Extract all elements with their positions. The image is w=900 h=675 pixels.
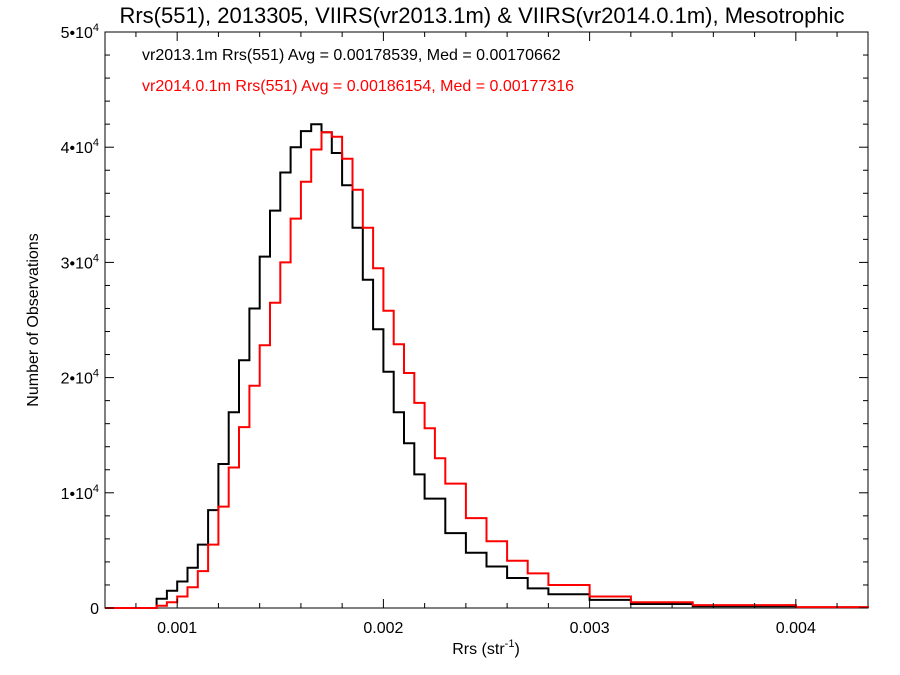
x-tick-label: 0.001 bbox=[157, 620, 197, 637]
x-axis-label-sup: -1 bbox=[505, 638, 515, 650]
x-tick-label: 0.004 bbox=[776, 620, 816, 637]
y-tick-label: 3•104 bbox=[61, 252, 99, 272]
axis-ticks: 0.001 0.002 0.003 0.004 0 1•104 2•104 3•104 4•10… bbox=[61, 22, 868, 637]
x-axis-label-text: Rrs (str bbox=[452, 641, 505, 658]
annotation-series-2: vr2014.0.1m Rrs(551) Avg = 0.00186154, M… bbox=[142, 78, 574, 95]
y-tick-label: 5•104 bbox=[61, 22, 99, 42]
series-line-1 bbox=[105, 123, 869, 609]
chart-title: Rrs(551), 2013305, VIIRS(vr2013.1m) & VI… bbox=[119, 3, 844, 28]
y-tick-label: 1•104 bbox=[61, 483, 99, 503]
annotation-series-1: vr2013.1m Rrs(551) Avg = 0.00178539, Med… bbox=[142, 47, 561, 64]
y-axis-label: Number of Observations bbox=[25, 233, 42, 406]
x-axis-label: Rrs (str-1) bbox=[452, 638, 520, 658]
x-tick-label: 0.002 bbox=[363, 620, 403, 637]
y-tick-label: 4•104 bbox=[61, 137, 99, 157]
plot-frame bbox=[104, 31, 869, 609]
x-tick-label: 0.003 bbox=[570, 620, 610, 637]
series-line-2 bbox=[105, 131, 869, 609]
y-tick-label: 2•104 bbox=[61, 368, 99, 388]
series-layer bbox=[105, 123, 869, 609]
y-tick-label: 0 bbox=[90, 601, 99, 618]
x-axis-label-close: ) bbox=[514, 641, 519, 658]
